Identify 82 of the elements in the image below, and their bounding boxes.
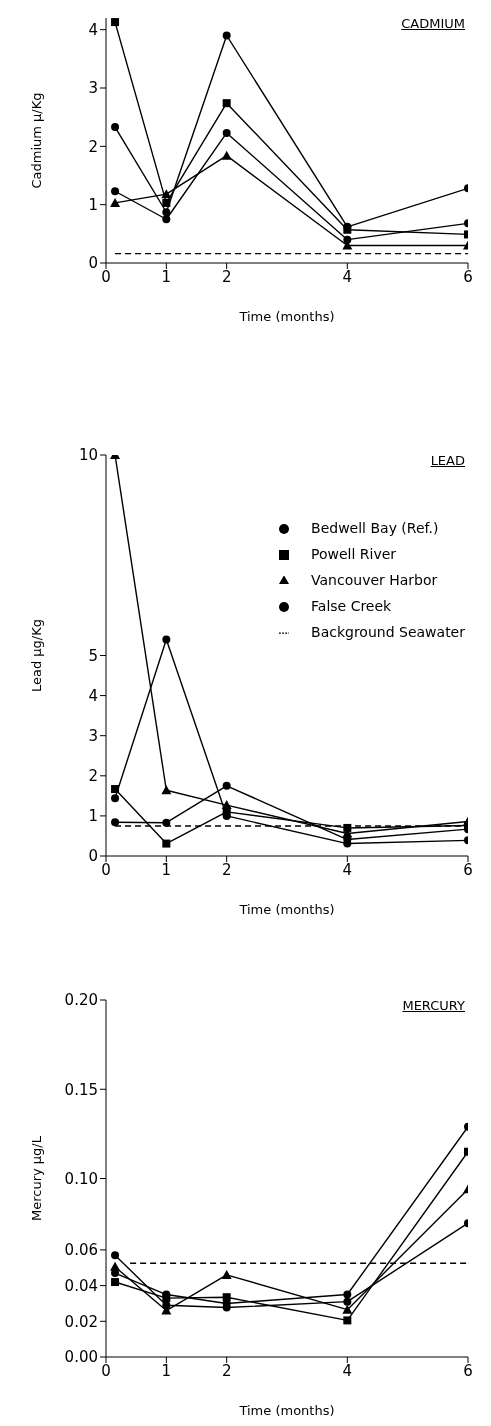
y-tick-label: 0.04: [64, 1276, 98, 1295]
point: [221, 1269, 232, 1279]
y-tick-label: 0.20: [64, 991, 98, 1010]
x-tick-label: 6: [463, 267, 473, 286]
point: [162, 839, 171, 848]
legend-label: Background Seawater: [311, 624, 465, 640]
y-axis-title: Lead µg/Kg: [28, 618, 44, 693]
point: [222, 128, 231, 137]
y-tick-label: 10: [78, 446, 98, 465]
y-axis-title: Mercury µg/L: [28, 1135, 44, 1221]
y-tick-label: 2: [88, 767, 98, 786]
point: [222, 1293, 231, 1302]
point: [111, 785, 120, 794]
point: [162, 635, 171, 644]
legend-label: False Creek: [311, 598, 392, 614]
legend-label: Bedwell Bay (Ref.): [311, 520, 439, 536]
x-axis-title: Time (months): [238, 1403, 335, 1418]
x-axis-title: Time (months): [238, 902, 335, 917]
point: [161, 189, 172, 199]
point: [111, 818, 120, 827]
x-tick-label: 1: [161, 860, 172, 879]
x-axis-title: Time (months): [238, 309, 335, 324]
y-tick-label: 0: [88, 254, 98, 273]
y-tick-label: 0.06: [64, 1241, 98, 1260]
x-tick-label: 6: [463, 1361, 473, 1380]
legend-label: Powell River: [311, 546, 397, 562]
point: [221, 150, 232, 160]
chart-title: MERCURY: [402, 998, 465, 1013]
y-tick-label: 1: [88, 195, 98, 214]
point: [110, 1261, 121, 1271]
legend-label: Vancouver Harbor: [311, 572, 438, 588]
point: [162, 198, 171, 207]
point: [343, 1297, 352, 1306]
y-axis-title: Cadmium µ/Kg: [28, 92, 44, 189]
point: [222, 31, 231, 40]
y-tick-label: 1: [88, 807, 98, 826]
point: [343, 823, 352, 832]
point: [110, 197, 121, 207]
point: [111, 1251, 120, 1260]
y-tick-label: 5: [88, 646, 98, 665]
point: [111, 123, 120, 132]
x-tick-label: 4: [342, 267, 353, 286]
x-tick-label: 2: [221, 1361, 232, 1380]
y-tick-label: 3: [88, 727, 98, 746]
point: [342, 1304, 353, 1314]
y-tick-label: 0: [88, 847, 98, 866]
x-tick-label: 4: [342, 1361, 353, 1380]
chart-title: LEAD: [430, 453, 465, 468]
y-tick-label: 2: [88, 137, 98, 156]
y-tick-label: 4: [88, 686, 98, 705]
point: [222, 99, 231, 108]
y-tick-label: 0.00: [64, 1348, 98, 1367]
x-tick-label: 1: [161, 267, 172, 286]
point: [111, 187, 120, 196]
point: [111, 1278, 120, 1287]
x-tick-label: 0: [101, 1361, 111, 1380]
x-tick-label: 0: [101, 267, 111, 286]
x-tick-label: 0: [101, 860, 111, 879]
point: [343, 1290, 352, 1299]
point: [222, 781, 231, 790]
x-tick-label: 6: [463, 860, 473, 879]
x-tick-label: 2: [221, 860, 232, 879]
x-tick-label: 1: [161, 1361, 172, 1380]
x-tick-label: 4: [342, 860, 353, 879]
point: [343, 235, 352, 244]
point: [162, 818, 171, 827]
point: [343, 1316, 352, 1325]
y-tick-label: 4: [88, 20, 98, 39]
y-tick-label: 0.15: [64, 1080, 98, 1099]
y-tick-label: 0.02: [64, 1312, 98, 1331]
chart-title: CADMIUM: [401, 16, 465, 31]
point: [111, 18, 120, 27]
point: [162, 1301, 171, 1310]
point: [221, 800, 232, 810]
point: [111, 794, 120, 803]
y-tick-label: 0.10: [64, 1169, 98, 1188]
point: [161, 785, 172, 795]
y-tick-label: 3: [88, 79, 98, 98]
point: [162, 208, 171, 217]
x-tick-label: 2: [221, 267, 232, 286]
point: [162, 1294, 171, 1303]
point: [162, 215, 171, 224]
